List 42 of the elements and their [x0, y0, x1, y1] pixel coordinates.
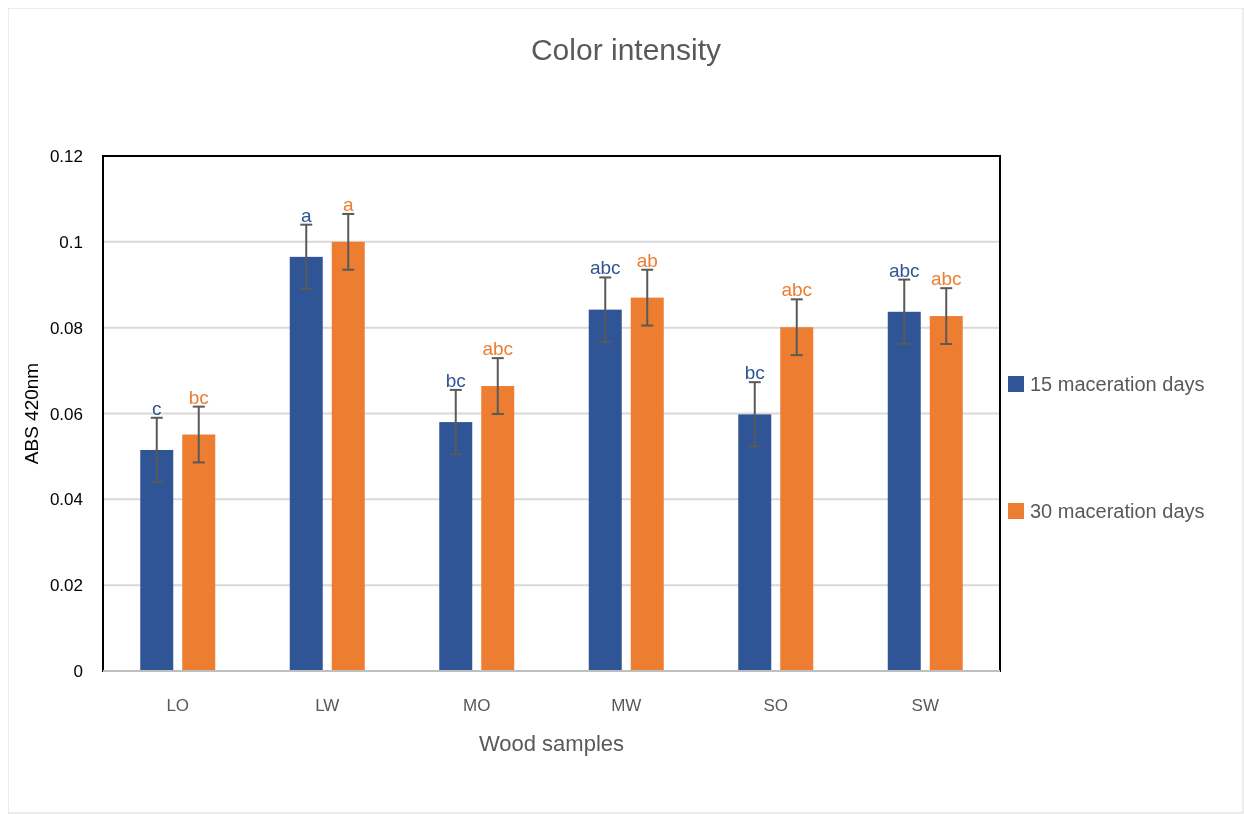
- bar: [630, 297, 664, 671]
- bar: [439, 422, 473, 671]
- y-tick-label: 0.08: [49, 318, 83, 338]
- bar: [929, 316, 963, 671]
- data-label: bc: [744, 362, 765, 384]
- chart-title: Color intensity: [530, 33, 722, 66]
- bar: [140, 449, 174, 671]
- y-tick-label: 0.02: [49, 576, 83, 596]
- x-tick-label: LW: [315, 696, 340, 715]
- legend-label: 15 maceration days: [1030, 373, 1205, 395]
- y-tick-label: 0.06: [49, 404, 83, 424]
- y-tick-label: 0.1: [59, 232, 83, 252]
- legend-label: 30 maceration days: [1030, 500, 1205, 522]
- y-axis-title: ABS 420nm: [21, 362, 42, 465]
- bar: [738, 414, 772, 671]
- bar: [887, 311, 921, 671]
- data-label: abc: [888, 259, 920, 281]
- x-axis-title: Wood samples: [478, 731, 625, 756]
- data-label: abc: [781, 279, 813, 301]
- bar: [588, 309, 622, 671]
- data-label: a: [342, 193, 354, 215]
- y-tick-label: 0.04: [49, 490, 83, 510]
- x-tick-label: MW: [611, 696, 642, 715]
- data-label: bc: [445, 369, 466, 391]
- data-label: ab: [636, 249, 658, 271]
- bar: [331, 241, 365, 671]
- x-tick-label: SW: [911, 696, 939, 715]
- bar: [182, 434, 216, 671]
- x-tick-label: LO: [166, 696, 190, 715]
- data-label: abc: [589, 257, 621, 279]
- y-tick-label: 0: [73, 662, 83, 681]
- data-label: a: [300, 204, 312, 226]
- data-label: c: [152, 397, 162, 419]
- data-label: abc: [482, 338, 514, 360]
- x-tick-label: MO: [463, 696, 491, 715]
- bar: [289, 256, 323, 671]
- x-tick-label: SO: [763, 696, 789, 715]
- data-label: abc: [930, 268, 962, 290]
- y-tick-label: 0.12: [49, 147, 83, 166]
- bar: [780, 327, 814, 671]
- data-label: bc: [188, 386, 209, 408]
- bar: [481, 386, 515, 671]
